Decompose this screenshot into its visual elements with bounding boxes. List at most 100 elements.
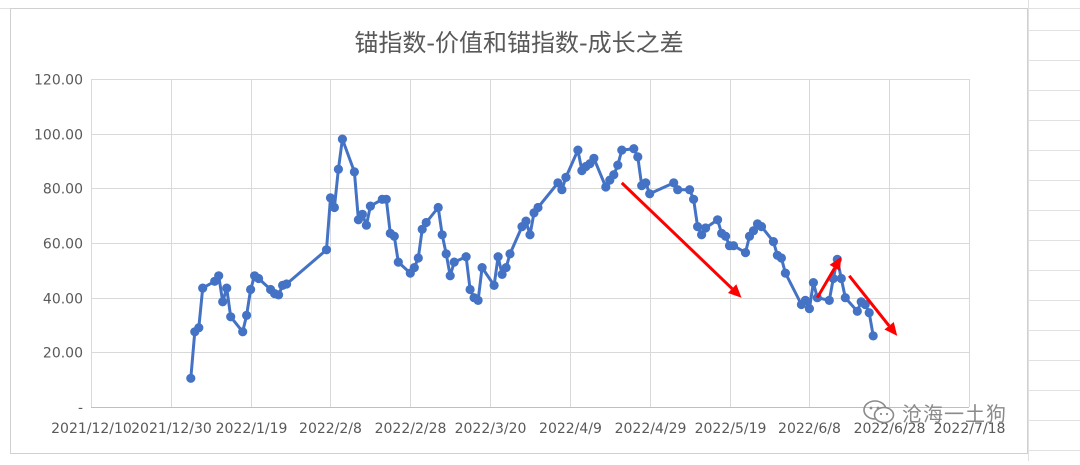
data-point: [226, 312, 236, 322]
line-chart: - 20.00 40.00 60.00 80.00 100.00 120.00 2021/12…: [34, 29, 1006, 437]
watermark-text: 沧海一土狗: [902, 401, 1007, 426]
data-point: [365, 201, 375, 211]
data-point: [748, 226, 759, 236]
data-point: [633, 152, 643, 162]
data-point: [533, 202, 543, 213]
x-tick-label: 2022/2/8: [299, 421, 362, 437]
data-point: [433, 202, 443, 213]
data-point: [465, 284, 475, 295]
data-point: [501, 263, 511, 273]
y-tick-label: 100.00: [34, 128, 83, 144]
trend-arrows: [620, 181, 898, 336]
x-tick-label: 2022/2/28: [375, 421, 447, 437]
data-point: [553, 178, 563, 188]
x-tick-label: 2022/1/19: [216, 421, 288, 437]
x-tick-label: 2022/5/19: [695, 421, 767, 437]
data-point: [325, 193, 336, 203]
data-point: [333, 164, 343, 174]
data-point: [836, 273, 846, 284]
data-point: [449, 257, 459, 267]
data-point: [214, 271, 224, 281]
y-tick-label: 80.00: [43, 182, 83, 198]
data-point: [641, 178, 651, 188]
data-point: [505, 249, 515, 259]
y-tick-label: 20.00: [43, 346, 83, 362]
data-point: [800, 295, 811, 305]
data-point: [860, 299, 870, 310]
data-point: [477, 263, 487, 273]
data-point: [357, 209, 367, 219]
data-point: [493, 252, 503, 262]
data-point: [685, 185, 695, 195]
trend-arrow: [620, 181, 742, 298]
data-point: [246, 284, 256, 295]
data-point: [780, 268, 791, 278]
data-point: [409, 263, 419, 273]
wechat-icon: [863, 400, 895, 424]
data-point: [617, 145, 627, 155]
x-tick-label: 2021/12/10: [51, 421, 132, 437]
data-point: [337, 134, 347, 144]
series-line: [189, 137, 875, 379]
data-point: [194, 323, 204, 333]
data-point: [645, 189, 655, 199]
data-point: [437, 230, 447, 240]
data-point: [441, 249, 451, 259]
data-point: [254, 273, 264, 284]
y-tick-label: 60.00: [43, 237, 83, 253]
data-point: [561, 172, 571, 182]
data-point: [808, 278, 819, 288]
arrow-shaft: [816, 267, 837, 299]
y-tick-label: 120.00: [34, 73, 83, 89]
series-layer: [186, 134, 878, 383]
data-point: [461, 252, 471, 262]
data-point: [497, 269, 507, 279]
data-point: [521, 216, 531, 226]
data-point: [609, 170, 619, 180]
data-point: [282, 279, 292, 289]
x-tick-label: 2022/7/18: [934, 421, 1006, 437]
data-point: [728, 241, 739, 251]
data-point: [573, 145, 583, 155]
data-point: [629, 144, 639, 154]
data-point: [740, 248, 751, 258]
arrow-shaft: [848, 274, 891, 327]
trend-arrow: [848, 274, 898, 336]
data-point: [824, 295, 834, 305]
data-point: [421, 217, 431, 228]
arrow-shaft: [620, 181, 734, 290]
data-point: [329, 202, 339, 213]
data-point: [349, 167, 359, 177]
data-point: [721, 231, 731, 241]
data-point: [589, 153, 599, 163]
data-point: [222, 283, 232, 293]
x-tick-label: 2022/4/9: [539, 421, 602, 437]
data-point: [868, 331, 878, 341]
chart-area[interactable]: - 20.00 40.00 60.00 80.00 100.00 120.00 2021/12…: [10, 8, 1028, 454]
data-point: [840, 293, 850, 303]
chart-gridlines: [91, 79, 970, 407]
data-point: [361, 220, 371, 230]
data-point: [613, 160, 623, 170]
data-point: [673, 185, 683, 195]
data-point: [186, 373, 196, 383]
x-tick-label: 2022/6/28: [854, 421, 926, 437]
arrow-head: [829, 256, 842, 271]
data-point: [776, 253, 787, 263]
data-point: [804, 304, 815, 314]
x-tick-label: 2021/12/30: [131, 421, 212, 437]
data-point: [601, 182, 611, 192]
data-point: [473, 295, 483, 305]
data-point: [864, 308, 874, 318]
data-point: [525, 230, 535, 240]
data-point: [852, 306, 862, 316]
y-tick-label: -: [78, 401, 83, 417]
arrow-head: [884, 322, 898, 336]
data-point: [393, 257, 403, 267]
x-tick-label: 2022/3/20: [455, 421, 527, 437]
data-point: [445, 271, 455, 281]
arrow-head: [728, 284, 742, 298]
data-point: [238, 327, 248, 337]
chart-title: 锚指数-价值和锚指数-成长之差: [354, 29, 683, 57]
data-point: [413, 253, 423, 263]
